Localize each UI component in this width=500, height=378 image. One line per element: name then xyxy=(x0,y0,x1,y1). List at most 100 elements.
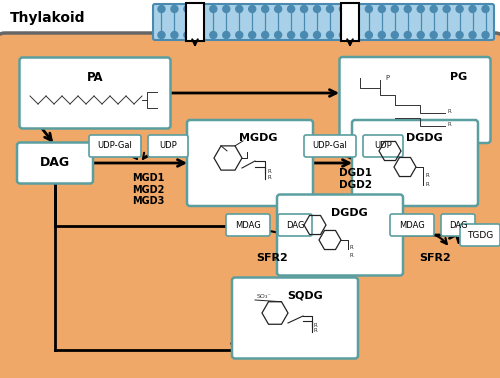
Circle shape xyxy=(443,31,450,39)
Circle shape xyxy=(352,6,360,12)
Text: DGD1
DGD2: DGD1 DGD2 xyxy=(340,168,372,190)
Circle shape xyxy=(171,31,178,39)
Circle shape xyxy=(288,31,294,39)
Circle shape xyxy=(197,6,204,12)
Circle shape xyxy=(366,6,372,12)
Circle shape xyxy=(378,31,386,39)
Circle shape xyxy=(274,31,281,39)
Circle shape xyxy=(262,31,268,39)
Circle shape xyxy=(236,31,243,39)
Text: SFR2: SFR2 xyxy=(419,253,451,263)
Text: P: P xyxy=(385,75,389,81)
Text: TGDG: TGDG xyxy=(467,231,493,240)
Text: R: R xyxy=(447,122,451,127)
Text: DAG: DAG xyxy=(286,220,304,229)
Text: DGDG: DGDG xyxy=(406,133,443,143)
Circle shape xyxy=(404,6,411,12)
Circle shape xyxy=(430,31,437,39)
Circle shape xyxy=(366,31,372,39)
Circle shape xyxy=(210,6,217,12)
Text: MDAG: MDAG xyxy=(399,220,425,229)
Text: SO₃⁻: SO₃⁻ xyxy=(257,294,272,299)
Circle shape xyxy=(300,6,308,12)
Text: R: R xyxy=(425,173,429,178)
Text: UDP: UDP xyxy=(159,141,177,150)
FancyBboxPatch shape xyxy=(460,224,500,246)
Text: R: R xyxy=(267,169,271,174)
Circle shape xyxy=(340,6,346,12)
Text: SQDG: SQDG xyxy=(287,291,323,301)
FancyBboxPatch shape xyxy=(363,135,403,157)
FancyBboxPatch shape xyxy=(441,214,475,236)
FancyBboxPatch shape xyxy=(17,143,93,183)
Text: R: R xyxy=(267,175,271,180)
Circle shape xyxy=(456,6,463,12)
FancyBboxPatch shape xyxy=(20,57,171,129)
FancyBboxPatch shape xyxy=(153,4,494,40)
Text: R: R xyxy=(350,253,354,258)
Circle shape xyxy=(378,6,386,12)
Text: R: R xyxy=(314,328,318,333)
FancyBboxPatch shape xyxy=(390,214,434,236)
FancyBboxPatch shape xyxy=(278,214,312,236)
Text: UDP: UDP xyxy=(374,141,392,150)
Text: R: R xyxy=(425,182,429,187)
FancyBboxPatch shape xyxy=(0,33,500,378)
Circle shape xyxy=(197,31,204,39)
Text: DAG: DAG xyxy=(40,156,70,169)
Text: R: R xyxy=(314,323,318,328)
FancyBboxPatch shape xyxy=(148,135,188,157)
Circle shape xyxy=(392,31,398,39)
Circle shape xyxy=(456,31,463,39)
Text: DGDG: DGDG xyxy=(331,208,368,218)
Circle shape xyxy=(392,6,398,12)
Circle shape xyxy=(300,31,308,39)
Circle shape xyxy=(404,31,411,39)
Text: PG: PG xyxy=(450,72,467,82)
Circle shape xyxy=(248,6,256,12)
FancyBboxPatch shape xyxy=(341,3,359,41)
Text: UDP-Gal: UDP-Gal xyxy=(312,141,348,150)
Circle shape xyxy=(210,31,217,39)
Circle shape xyxy=(158,31,165,39)
FancyBboxPatch shape xyxy=(340,57,490,143)
Circle shape xyxy=(262,6,268,12)
Circle shape xyxy=(248,31,256,39)
Text: R: R xyxy=(350,245,354,250)
Text: UDP-Gal: UDP-Gal xyxy=(98,141,132,150)
Circle shape xyxy=(314,6,320,12)
Text: DAG: DAG xyxy=(449,220,467,229)
Circle shape xyxy=(417,31,424,39)
Text: SFR2: SFR2 xyxy=(256,253,288,263)
Circle shape xyxy=(482,31,489,39)
Circle shape xyxy=(352,31,360,39)
Circle shape xyxy=(469,31,476,39)
Circle shape xyxy=(340,31,346,39)
Circle shape xyxy=(274,6,281,12)
Circle shape xyxy=(223,6,230,12)
FancyBboxPatch shape xyxy=(226,214,270,236)
FancyBboxPatch shape xyxy=(232,277,358,358)
Text: MGDG: MGDG xyxy=(240,133,278,143)
FancyBboxPatch shape xyxy=(304,135,356,157)
Circle shape xyxy=(184,31,191,39)
Circle shape xyxy=(288,6,294,12)
Circle shape xyxy=(223,31,230,39)
Text: PA: PA xyxy=(86,71,104,84)
FancyBboxPatch shape xyxy=(89,135,141,157)
Circle shape xyxy=(417,6,424,12)
FancyBboxPatch shape xyxy=(186,3,204,41)
Circle shape xyxy=(482,6,489,12)
Circle shape xyxy=(469,6,476,12)
Text: Thylakoid: Thylakoid xyxy=(10,11,86,25)
Circle shape xyxy=(236,6,243,12)
Circle shape xyxy=(314,31,320,39)
Circle shape xyxy=(184,6,191,12)
FancyBboxPatch shape xyxy=(352,120,478,206)
Circle shape xyxy=(326,6,334,12)
Circle shape xyxy=(158,6,165,12)
Circle shape xyxy=(326,31,334,39)
Circle shape xyxy=(430,6,437,12)
Text: R: R xyxy=(447,109,451,114)
Circle shape xyxy=(171,6,178,12)
